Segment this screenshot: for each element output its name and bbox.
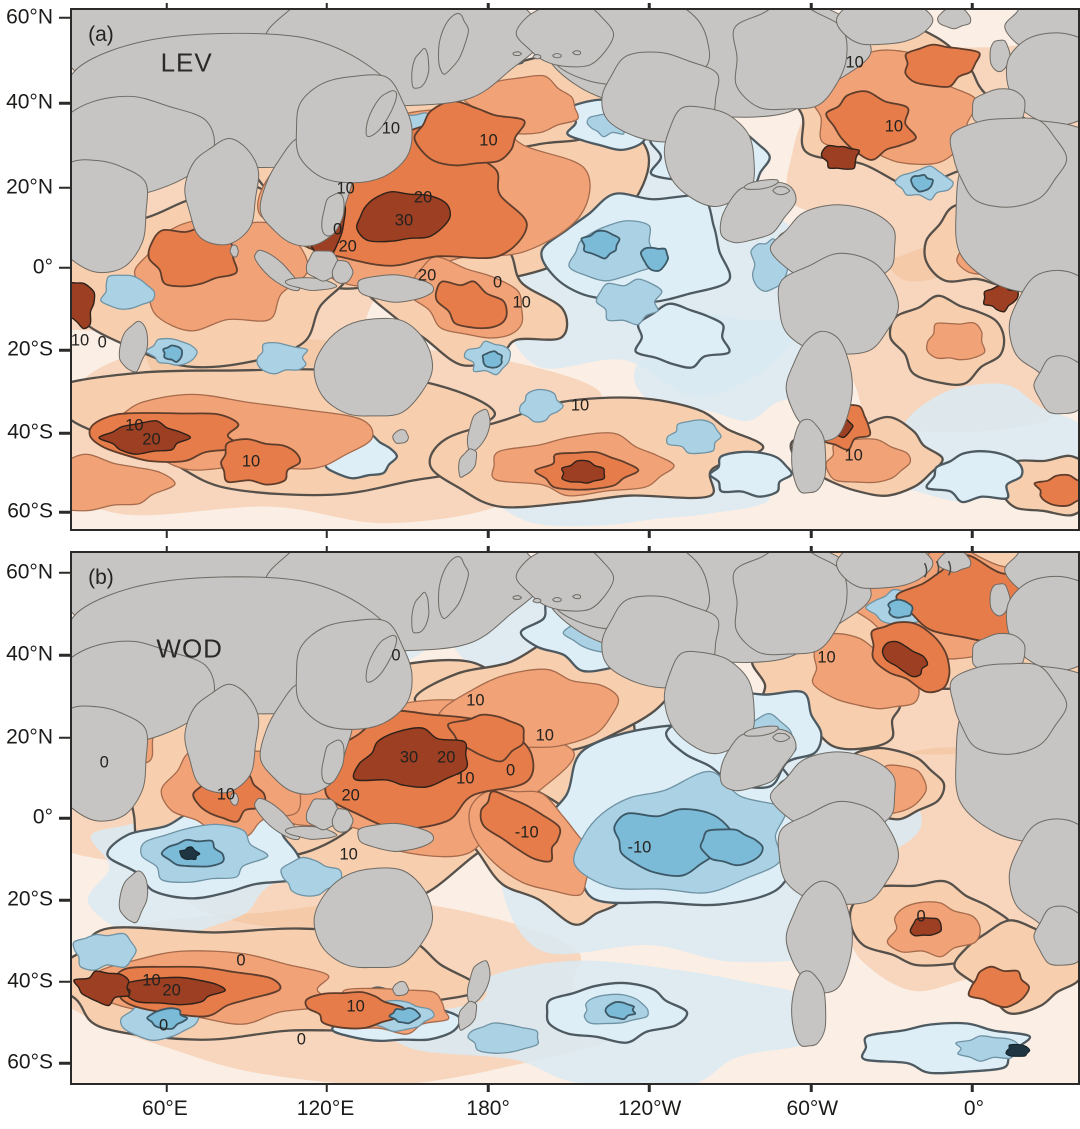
longitude-tick [165,529,168,538]
longitude-tick [325,546,328,553]
longitude-tick [971,546,974,553]
panel-letter-b: (b) [88,566,114,590]
longitude-tick [971,3,974,10]
map-b: (b) WOD 0 10 10 30 20 10 0 20 10 0 -10 -10 10 10 0 10 20… [70,546,1080,1092]
longitude-label: 120°W [618,1097,682,1120]
latitude-tick [59,816,70,820]
latitude-label: 0° [32,805,53,829]
longitude-tick [487,3,490,10]
longitude-tick [810,529,813,538]
longitude-tick [325,1083,328,1092]
latitude-tick [59,266,70,270]
longitude-tick [487,529,490,538]
dataset-label-wod: WOD [156,633,223,664]
panel-a: (a) LEV 10 10 10 20 30 0 20 20 0 10 10 10 10 0 10 20 10 1… [0,3,1080,538]
latitude-label: 60°N [6,5,53,29]
contour-map-a [72,10,1078,529]
longitude-label: 60°W [786,1097,839,1120]
latitude-tick [59,898,70,902]
longitude-tick [487,1083,490,1092]
longitude-tick [165,3,168,10]
longitude-label: 120°E [296,1097,355,1120]
longitude-tick [165,546,168,553]
longitude-tick [810,546,813,553]
latitude-axis-b: 60°N 40°N 20°N 0° 20°S 40°S 60°S [0,551,70,1085]
panel-letter-a: (a) [88,22,114,46]
longitude-tick [165,1083,168,1092]
longitude-tick [648,529,651,538]
latitude-label: 0° [32,255,53,279]
latitude-tick [59,186,70,190]
latitude-tick [59,1061,70,1065]
latitude-tick [59,571,70,575]
longitude-tick [487,546,490,553]
latitude-tick [59,653,70,657]
latitude-label: 20°N [6,725,53,749]
longitude-axis: 60°E 120°E 180° 120°W 60°W 0° [70,1093,1080,1129]
longitude-tick [648,3,651,10]
longitude-tick [325,529,328,538]
longitude-label: 60°E [142,1097,188,1120]
latitude-label: 60°S [7,499,53,523]
latitude-tick [59,736,70,740]
longitude-tick [810,1083,813,1092]
latitude-tick [59,348,70,352]
latitude-axis-a: 60°N 40°N 20°N 0° 20°S 40°S 60°S [0,5,70,531]
map-a: (a) LEV 10 10 10 20 30 0 20 20 0 10 10 10 10 0 10 20 10 1… [70,3,1080,538]
latitude-tick [59,980,70,984]
latitude-label: 60°S [7,1050,53,1074]
latitude-tick [59,510,70,514]
dataset-label-lev: LEV [160,47,213,78]
contour-map-b [72,553,1078,1083]
latitude-tick [59,431,70,435]
latitude-label: 60°N [6,560,53,584]
latitude-label: 20°S [7,887,53,911]
longitude-tick [648,546,651,553]
longitude-label: 180° [466,1097,510,1120]
latitude-label: 40°S [7,420,53,444]
longitude-tick [971,529,974,538]
latitude-label: 40°S [7,969,53,993]
latitude-tick [59,16,70,20]
latitude-tick [59,101,70,105]
longitude-tick [325,3,328,10]
longitude-tick [648,1083,651,1092]
longitude-tick [810,3,813,10]
longitude-label: 0° [963,1097,984,1120]
latitude-label: 40°N [6,90,53,114]
panel-b: (b) WOD 0 10 10 30 20 10 0 20 10 0 -10 -10 10 10 0 10 20… [0,546,1080,1092]
longitude-tick [971,1083,974,1092]
latitude-label: 40°N [6,642,53,666]
latitude-label: 20°N [6,175,53,199]
latitude-label: 20°S [7,337,53,361]
